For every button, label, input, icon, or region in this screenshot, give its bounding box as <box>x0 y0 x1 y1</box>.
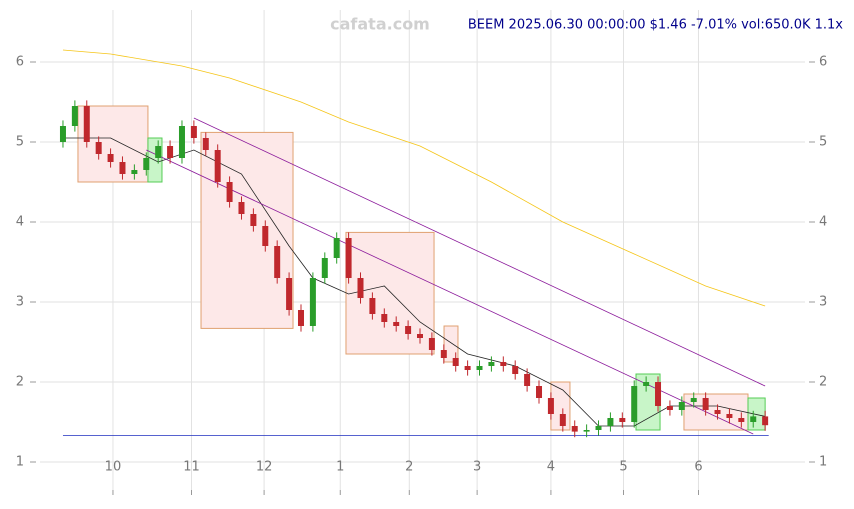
candle-body <box>167 146 174 158</box>
candle-body <box>536 386 543 398</box>
y-tick-label: 4 <box>16 215 24 230</box>
candle-body <box>71 106 78 126</box>
candle-body <box>512 366 519 374</box>
candle-body <box>583 430 590 432</box>
candle-body <box>655 382 662 406</box>
range-box <box>747 397 766 431</box>
x-tick-label: 1 <box>336 460 344 475</box>
y-tick-label: 5 <box>16 135 24 150</box>
candle-body <box>202 138 209 150</box>
y-tick-label: 4 <box>819 215 827 230</box>
candle-body <box>274 246 281 278</box>
candle-body <box>369 298 376 314</box>
x-tick-label: 4 <box>547 460 555 475</box>
candle-body <box>405 326 412 334</box>
indicator-line <box>62 137 766 427</box>
candle-body <box>226 182 233 202</box>
candle-body <box>452 358 459 366</box>
candle-body <box>595 426 602 430</box>
candle-body <box>309 278 316 326</box>
watermark: cafata.com <box>330 15 430 34</box>
candle-body <box>262 226 269 246</box>
x-tick-label: 6 <box>694 460 702 475</box>
y-tick-label: 6 <box>819 55 827 70</box>
range-box <box>443 325 459 363</box>
x-tick-label: 5 <box>619 460 627 475</box>
candle-body <box>178 126 185 158</box>
x-tick-label: 11 <box>183 460 200 475</box>
candle-body <box>690 398 697 402</box>
candle-body <box>738 418 745 422</box>
x-tick-label: 10 <box>105 460 122 475</box>
candle-body <box>750 416 757 422</box>
candle-body <box>297 310 304 326</box>
indicator-line <box>62 49 766 307</box>
candle-body <box>286 278 293 310</box>
candle-body <box>393 322 400 326</box>
x-tick-label: 12 <box>256 460 273 475</box>
candle-body <box>464 366 471 370</box>
candle-body <box>83 106 90 142</box>
candle-body <box>428 338 435 350</box>
candle-body <box>143 158 150 170</box>
candle-body <box>726 414 733 418</box>
candle-body <box>59 126 66 142</box>
candle-body <box>131 170 138 174</box>
y-tick-label: 3 <box>819 295 827 310</box>
candle-body <box>345 238 352 278</box>
candle-body <box>476 366 483 370</box>
x-tick-label: 2 <box>405 460 413 475</box>
candle-body <box>619 418 626 422</box>
candle-body <box>214 150 221 182</box>
y-tick-label: 2 <box>16 375 24 390</box>
y-tick-label: 3 <box>16 295 24 310</box>
y-tick-label: 5 <box>819 135 827 150</box>
candle-body <box>381 314 388 322</box>
candle-body <box>666 406 673 410</box>
candle-body <box>547 398 554 414</box>
y-tick-label: 6 <box>16 55 24 70</box>
candle-body <box>95 142 102 154</box>
indicator-line <box>146 149 754 435</box>
candle-body <box>571 426 578 432</box>
candle-body <box>190 126 197 138</box>
candle-body <box>607 418 614 426</box>
y-tick-label: 2 <box>819 375 827 390</box>
candle-body <box>357 278 364 298</box>
candle-body <box>333 238 340 258</box>
candle-body <box>250 214 257 226</box>
candle-body <box>417 334 424 338</box>
candle-body <box>500 362 507 366</box>
candle-body <box>155 146 162 158</box>
candle-body <box>440 350 447 358</box>
candle-body <box>631 386 638 422</box>
candle-body <box>678 402 685 410</box>
x-tick-label: 3 <box>473 460 481 475</box>
candle-body <box>762 416 769 426</box>
candle-body <box>119 162 126 174</box>
candle-body <box>488 362 495 366</box>
candle-body <box>107 154 114 162</box>
indicator-line <box>193 117 766 387</box>
candle-body <box>714 410 721 414</box>
y-tick-label: 1 <box>819 455 827 470</box>
candle-body <box>321 258 328 278</box>
y-tick-label: 1 <box>16 455 24 470</box>
candle-body <box>559 414 566 426</box>
candle-body <box>702 398 709 410</box>
candle-body <box>524 374 531 386</box>
chart-title: BEEM 2025.06.30 00:00:00 $1.46 -7.01% vo… <box>468 18 843 33</box>
candle-body <box>643 382 650 386</box>
candle-body <box>238 202 245 214</box>
